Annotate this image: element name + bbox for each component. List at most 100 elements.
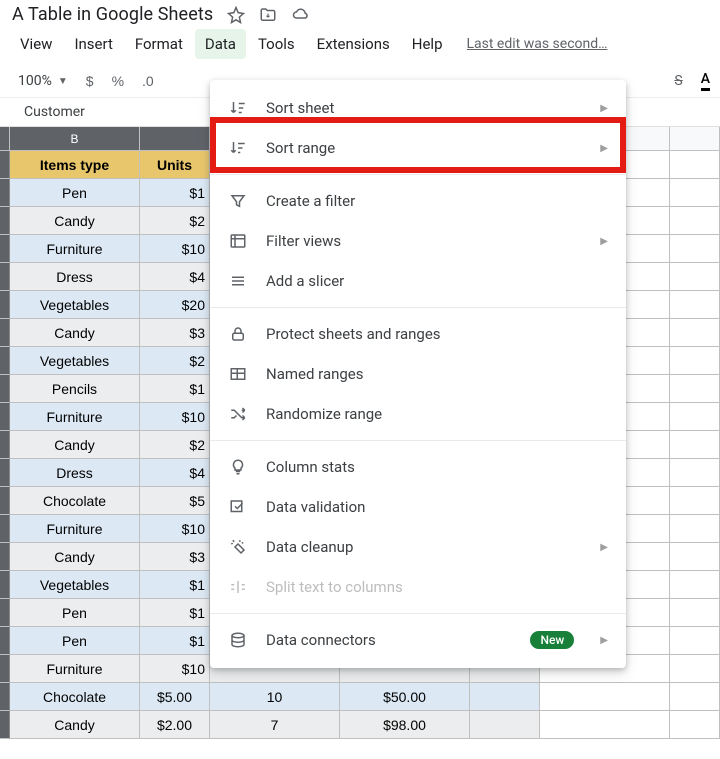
strikethrough-button[interactable]: S (674, 73, 682, 89)
cell-items-type[interactable]: Candy (10, 711, 140, 739)
row-stub[interactable] (0, 543, 10, 571)
zoom-select[interactable]: 100% ▼ (18, 73, 68, 89)
row-stub[interactable] (0, 515, 10, 543)
cell-price[interactable]: $5.00 (140, 683, 210, 711)
document-title[interactable]: A Table in Google Sheets (8, 4, 213, 25)
row-stub[interactable] (0, 207, 10, 235)
row-stub[interactable] (0, 655, 10, 683)
cell[interactable] (670, 291, 720, 319)
cell[interactable] (670, 599, 720, 627)
cell-units[interactable]: $5 (140, 487, 210, 515)
cell[interactable] (670, 347, 720, 375)
menu-view[interactable]: View (10, 29, 62, 59)
cell[interactable] (670, 319, 720, 347)
cell[interactable] (670, 431, 720, 459)
cell[interactable] (470, 683, 540, 711)
cell-items-type[interactable]: Pen (10, 179, 140, 207)
cell[interactable] (670, 515, 720, 543)
cell[interactable] (470, 711, 540, 739)
cell[interactable] (670, 627, 720, 655)
cell[interactable] (670, 207, 720, 235)
cell-items-type[interactable]: Vegetables (10, 347, 140, 375)
row-stub[interactable] (0, 711, 10, 739)
row-stub[interactable] (0, 571, 10, 599)
menu-column-stats[interactable]: Column stats (210, 447, 626, 487)
cell-units[interactable]: $10 (140, 515, 210, 543)
cell-items-type[interactable]: Dress (10, 263, 140, 291)
cell-total[interactable]: $50.00 (340, 683, 470, 711)
row-stub[interactable] (0, 487, 10, 515)
column-header-c[interactable] (140, 127, 210, 151)
cell-items-type[interactable]: Candy (10, 431, 140, 459)
row-stub[interactable] (0, 403, 10, 431)
move-folder-icon[interactable] (259, 6, 277, 24)
formula-bar-value[interactable]: Customer (24, 104, 85, 120)
cell-units[interactable]: $3 (140, 319, 210, 347)
menu-filter-views[interactable]: Filter views ▶ (210, 221, 626, 261)
cell-units[interactable]: $10 (140, 655, 210, 683)
cell[interactable] (540, 683, 670, 711)
row-stub[interactable] (0, 179, 10, 207)
header-units[interactable]: Units (140, 151, 210, 179)
row-stub[interactable] (0, 263, 10, 291)
cell-items-type[interactable]: Vegetables (10, 291, 140, 319)
menu-randomize-range[interactable]: Randomize range (210, 394, 626, 434)
menu-extensions[interactable]: Extensions (307, 29, 400, 59)
cell[interactable] (670, 403, 720, 431)
menu-data-validation[interactable]: Data validation (210, 487, 626, 527)
cell-total[interactable]: $98.00 (340, 711, 470, 739)
star-icon[interactable] (227, 6, 245, 24)
text-color-button[interactable]: A (701, 71, 710, 91)
cell-items-type[interactable]: Vegetables (10, 571, 140, 599)
cell-items-type[interactable]: Pen (10, 599, 140, 627)
cell-items-type[interactable]: Dress (10, 459, 140, 487)
cell-units[interactable]: $2 (140, 431, 210, 459)
cell[interactable] (670, 151, 720, 179)
cell-units[interactable]: $10 (140, 235, 210, 263)
cell-units[interactable]: $1 (140, 627, 210, 655)
header-items-type[interactable]: Items type (10, 151, 140, 179)
row-stub[interactable] (0, 459, 10, 487)
format-percent-button[interactable]: % (112, 73, 124, 89)
row-stub[interactable] (0, 319, 10, 347)
cell-items-type[interactable]: Chocolate (10, 487, 140, 515)
cell-items-type[interactable]: Furniture (10, 403, 140, 431)
row-stub[interactable] (0, 291, 10, 319)
menu-create-filter[interactable]: Create a filter (210, 181, 626, 221)
row-stub[interactable] (0, 683, 10, 711)
cell[interactable] (670, 459, 720, 487)
format-currency-button[interactable]: $ (86, 73, 94, 89)
menu-data-cleanup[interactable]: Data cleanup ▶ (210, 527, 626, 567)
cell-items-type[interactable]: Candy (10, 207, 140, 235)
cell-units[interactable]: $20 (140, 291, 210, 319)
row-stub[interactable] (0, 375, 10, 403)
cell-items-type[interactable]: Pen (10, 627, 140, 655)
menu-sort-sheet[interactable]: Sort sheet ▶ (210, 88, 626, 128)
cell-items-type[interactable]: Candy (10, 543, 140, 571)
menu-add-slicer[interactable]: Add a slicer (210, 261, 626, 301)
format-decimal-button[interactable]: .0 (142, 73, 154, 89)
row-stub[interactable] (0, 235, 10, 263)
cell-units[interactable]: $2 (140, 207, 210, 235)
cell-items-type[interactable]: Candy (10, 319, 140, 347)
cell[interactable] (670, 711, 720, 739)
cell-units[interactable]: $1 (140, 179, 210, 207)
cell-qty[interactable]: 10 (210, 683, 340, 711)
cell-price[interactable]: $2.00 (140, 711, 210, 739)
cell[interactable] (670, 487, 720, 515)
row-stub[interactable] (0, 151, 10, 179)
menu-sort-range[interactable]: Sort range ▶ (210, 128, 626, 168)
cell-items-type[interactable]: Furniture (10, 515, 140, 543)
cell-units[interactable]: $10 (140, 403, 210, 431)
cell[interactable] (670, 263, 720, 291)
menu-protect-sheets[interactable]: Protect sheets and ranges (210, 314, 626, 354)
cell-units[interactable]: $3 (140, 543, 210, 571)
cell-units[interactable]: $1 (140, 375, 210, 403)
menu-named-ranges[interactable]: Named ranges (210, 354, 626, 394)
last-edit-link[interactable]: Last edit was second… (467, 36, 608, 52)
cell-units[interactable]: $4 (140, 263, 210, 291)
cloud-status-icon[interactable] (291, 6, 311, 24)
cell[interactable] (670, 235, 720, 263)
cell-units[interactable]: $1 (140, 599, 210, 627)
cell[interactable] (670, 375, 720, 403)
